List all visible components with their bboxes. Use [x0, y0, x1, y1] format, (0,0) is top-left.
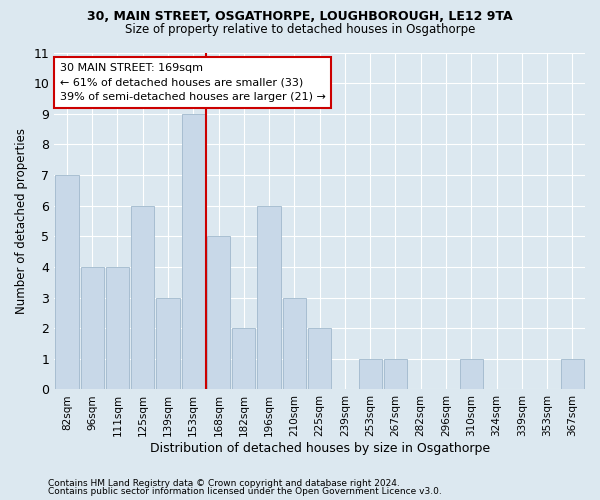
Bar: [460, 359, 483, 390]
Bar: [80, 267, 104, 390]
Bar: [561, 359, 584, 390]
Bar: [283, 298, 306, 390]
Text: Contains public sector information licensed under the Open Government Licence v3: Contains public sector information licen…: [48, 487, 442, 496]
X-axis label: Distribution of detached houses by size in Osgathorpe: Distribution of detached houses by size …: [149, 442, 490, 455]
Bar: [359, 359, 382, 390]
Text: Contains HM Land Registry data © Crown copyright and database right 2024.: Contains HM Land Registry data © Crown c…: [48, 478, 400, 488]
Bar: [157, 298, 179, 390]
Bar: [384, 359, 407, 390]
Bar: [308, 328, 331, 390]
Bar: [106, 267, 129, 390]
Bar: [207, 236, 230, 390]
Bar: [232, 328, 256, 390]
Bar: [55, 175, 79, 390]
Bar: [131, 206, 154, 390]
Text: 30 MAIN STREET: 169sqm
← 61% of detached houses are smaller (33)
39% of semi-det: 30 MAIN STREET: 169sqm ← 61% of detached…: [59, 62, 325, 102]
Bar: [257, 206, 281, 390]
Y-axis label: Number of detached properties: Number of detached properties: [15, 128, 28, 314]
Bar: [182, 114, 205, 390]
Text: Size of property relative to detached houses in Osgathorpe: Size of property relative to detached ho…: [125, 22, 475, 36]
Text: 30, MAIN STREET, OSGATHORPE, LOUGHBOROUGH, LE12 9TA: 30, MAIN STREET, OSGATHORPE, LOUGHBOROUG…: [87, 10, 513, 23]
